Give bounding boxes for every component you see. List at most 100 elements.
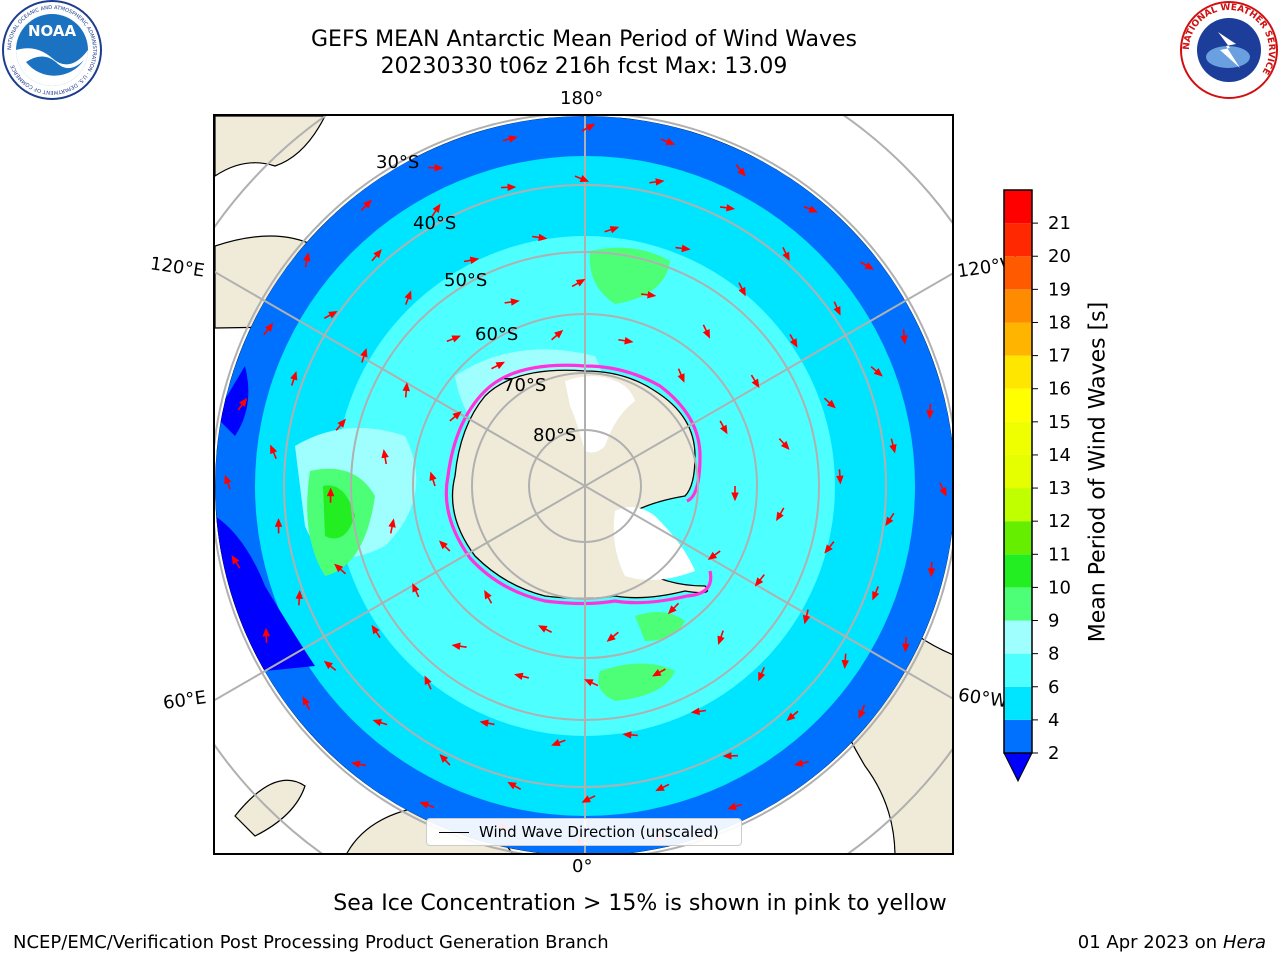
colorbar-tick-label: 19 [1048, 279, 1071, 300]
wave-direction-arrow [554, 329, 564, 339]
wave-direction-arrow [579, 175, 590, 183]
wave-direction-arrow [270, 444, 278, 455]
colorbar-swatch [1004, 554, 1032, 588]
wave-direction-arrow [351, 760, 361, 768]
chart-title: GEFS MEAN Antarctic Mean Period of Wind … [311, 27, 857, 52]
lat-label-70s: 70°S [503, 375, 547, 396]
wave-direction-arrow [824, 544, 833, 554]
wave-direction-arrow [717, 635, 725, 646]
lat-label-60s: 60°S [475, 324, 519, 345]
wave-direction-arrow [581, 795, 591, 803]
colorbar-swatch [1004, 620, 1032, 654]
colorbar-tick-label: 13 [1048, 478, 1071, 499]
wave-direction-arrow [274, 518, 283, 527]
wave-direction-arrow [575, 278, 586, 287]
wave-direction-arrow [264, 322, 274, 333]
wave-direction-arrow [826, 399, 836, 409]
sea-ice-edge [444, 363, 713, 606]
noaa-text: NOAA [28, 22, 77, 40]
colorbar-tick-label: 15 [1048, 412, 1071, 433]
wave-direction-arrow [538, 233, 548, 242]
wave-direction-arrow [402, 382, 410, 392]
wave-direction-arrow [754, 577, 764, 587]
colorbar-label: Mean Period of Wind Waves [s] [1085, 301, 1111, 643]
wave-direction-arrow [326, 487, 335, 497]
wave-direction-arrow [507, 183, 517, 192]
wave-direction-arrow [424, 675, 432, 685]
lat-label-50s: 50°S [444, 270, 488, 291]
wave-direction-arrow [665, 138, 676, 146]
wave-direction-arrow [776, 511, 784, 522]
colorbar-swatch [1004, 322, 1032, 356]
wave-direction-arrow [510, 298, 520, 306]
wave-direction-arrow [681, 244, 691, 253]
wave-direction-arrow [885, 516, 894, 527]
wave-direction-arrow [302, 696, 310, 706]
wave-direction-arrow [786, 712, 796, 722]
wave-direction-arrow [624, 337, 634, 345]
wave-direction-arrow [727, 802, 737, 810]
wave-direction-arrow [751, 378, 760, 389]
wave-direction-arrow [372, 719, 382, 727]
wave-direction-arrow [926, 410, 934, 420]
wave-direction-arrow [802, 614, 811, 625]
colorbar-tick-label: 20 [1048, 246, 1071, 267]
colorbar-swatch [1004, 190, 1032, 224]
map-canvas [215, 116, 952, 853]
wave-direction-arrow [328, 310, 338, 319]
wave-direction-arrow [758, 671, 766, 682]
colorbar-tick-label: 8 [1048, 644, 1059, 665]
wave-direction-arrow [902, 643, 910, 653]
legend-line-swatch [439, 831, 469, 833]
lat-label-30s: 30°S [376, 152, 420, 173]
colorbar-tick-label: 9 [1048, 611, 1059, 632]
colorbar-tick-label: 11 [1048, 544, 1071, 565]
wave-direction-arrow [495, 361, 506, 370]
wave-direction-arrow [381, 448, 389, 459]
wave-direction-arrow [927, 568, 936, 578]
colorbar-tick-label: 12 [1048, 511, 1071, 532]
wave-direction-arrow [508, 135, 518, 143]
wave-direction-arrow [290, 371, 298, 381]
colorbar-swatch [1004, 686, 1032, 720]
wave-direction-arrow [323, 660, 333, 670]
colorbar: 2 4 6 8 9 10 11 12 13 14 15 16 17 18 19 20 21 [1003, 189, 1071, 783]
wave-direction-arrow [551, 739, 561, 747]
wave-direction-arrow [780, 440, 790, 450]
colorbar-tick-label: 4 [1048, 710, 1059, 731]
noaa-logo: NOAA NATIONAL OCEANIC AND ATMOSPHERIC AD… [2, 0, 102, 100]
map-legend: Wind Wave Direction (unscaled) [426, 818, 742, 846]
wave-direction-arrow [889, 444, 897, 454]
wave-direction-arrow [667, 605, 677, 615]
wave-direction-arrow [789, 338, 798, 348]
wave-direction-arrow [707, 551, 718, 561]
producer-credit: NCEP/EMC/Verification Post Processing Pr… [13, 932, 609, 953]
colorbar-tick-label: 14 [1048, 445, 1071, 466]
colorbar-swatch [1004, 454, 1032, 489]
lon-label-120e: 120°E [148, 253, 206, 282]
lon-label-0: 0° [572, 856, 593, 877]
colorbar-tick-label: 16 [1048, 379, 1071, 400]
wave-direction-arrow [647, 291, 657, 299]
colorbar-tick-label: 21 [1048, 213, 1071, 234]
wave-direction-arrow [451, 642, 461, 650]
wave-direction-arrow [726, 204, 736, 212]
wave-direction-arrow [858, 709, 866, 720]
wave-direction-arrow [429, 471, 437, 481]
wave-direction-arrow [419, 801, 429, 809]
wave-direction-arrow [303, 252, 311, 262]
colorbar-tick-label: 18 [1048, 312, 1071, 333]
wave-direction-arrow [452, 411, 462, 420]
wave-direction-arrow [360, 347, 368, 358]
wave-direction-arrow [900, 335, 908, 345]
wave-direction-arrow [434, 164, 444, 172]
wave-direction-arrow [538, 625, 548, 633]
wave-direction-arrow [731, 492, 739, 502]
wave-direction-arrow [373, 249, 382, 259]
wave-direction-arrow [841, 659, 849, 669]
lat-label-40s: 40°S [413, 213, 457, 234]
chart-subtitle: 20230330 t06z 216h fcst Max: 13.09 [380, 54, 788, 79]
colorbar-swatch [1004, 521, 1032, 555]
wave-direction-arrow [337, 418, 346, 428]
wave-direction-arrow [584, 679, 594, 687]
